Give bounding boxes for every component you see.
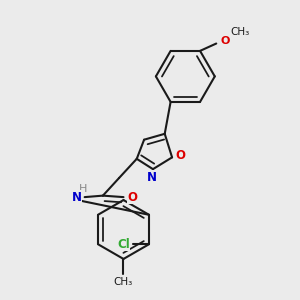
Text: N: N xyxy=(71,190,81,204)
Text: Cl: Cl xyxy=(117,238,130,251)
Text: O: O xyxy=(221,36,230,46)
Text: N: N xyxy=(146,171,157,184)
Text: H: H xyxy=(78,184,87,194)
Text: CH₃: CH₃ xyxy=(114,277,133,287)
Text: CH₃: CH₃ xyxy=(230,27,249,37)
Text: O: O xyxy=(127,190,137,204)
Text: O: O xyxy=(175,149,185,162)
